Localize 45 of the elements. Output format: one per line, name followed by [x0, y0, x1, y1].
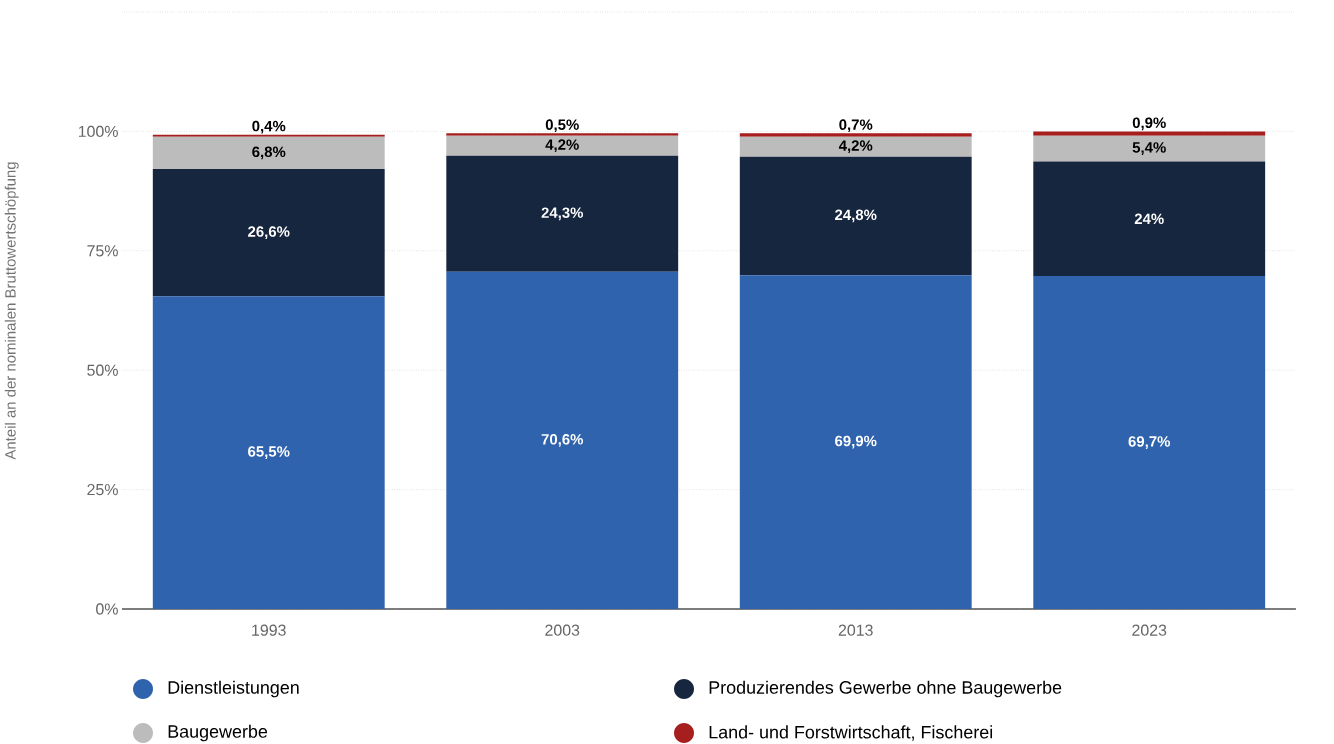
x-tick-label: 2023 — [1132, 624, 1167, 636]
bar — [152, 169, 385, 297]
y-tick-label: 75% — [87, 245, 118, 257]
bar — [1033, 131, 1266, 136]
data-label: 70,6% — [541, 434, 584, 447]
bar — [152, 296, 385, 609]
data-label: 69,9% — [835, 435, 877, 449]
data-label: 0,7% — [839, 119, 873, 133]
bar — [446, 133, 679, 136]
data-label: 24,3% — [541, 207, 584, 221]
y-tick-label: 0% — [96, 603, 118, 615]
y-tick-label: 100% — [78, 125, 118, 138]
data-label: 24,8% — [835, 209, 877, 223]
x-tick-label: 2003 — [545, 624, 580, 636]
data-label: 26,6% — [248, 226, 290, 240]
bar — [1033, 276, 1266, 609]
data-label: 65,5% — [248, 446, 290, 459]
bar — [1033, 135, 1266, 162]
bar — [152, 136, 385, 170]
y-tick-label: 25% — [87, 483, 118, 496]
bar — [1033, 161, 1266, 277]
data-label: 0,4% — [252, 120, 286, 134]
legend-label: Dienstleistungen — [168, 680, 299, 698]
data-label: 0,9% — [1132, 117, 1166, 131]
data-label: 4,2% — [545, 139, 579, 153]
data-label: 0,5% — [545, 119, 579, 133]
data-label: 69,7% — [1128, 436, 1171, 449]
data-label: 24% — [1134, 213, 1164, 225]
bar — [446, 135, 679, 156]
bar — [739, 133, 972, 137]
data-label: 4,2% — [838, 140, 873, 154]
data-label: 6,8% — [252, 146, 286, 160]
bar — [739, 136, 972, 157]
data-label: 5,4% — [1132, 142, 1166, 155]
bar — [739, 156, 972, 276]
bar — [739, 275, 972, 609]
legend-label: Produzierendes Gewerbe ohne Baugewerbe — [709, 680, 1062, 698]
x-tick-label: 2013 — [838, 624, 873, 636]
legend-label: Land- und Forstwirtschaft, Fischerei — [709, 725, 993, 741]
bar — [446, 155, 679, 272]
x-tick-label: 1993 — [252, 624, 286, 636]
bar — [446, 271, 679, 609]
y-tick-label: 50% — [87, 364, 118, 376]
y-axis-title: Anteil an der nominalen Bruttowertschöpfung — [4, 162, 19, 460]
legend-label: Baugewerbe — [168, 724, 268, 742]
